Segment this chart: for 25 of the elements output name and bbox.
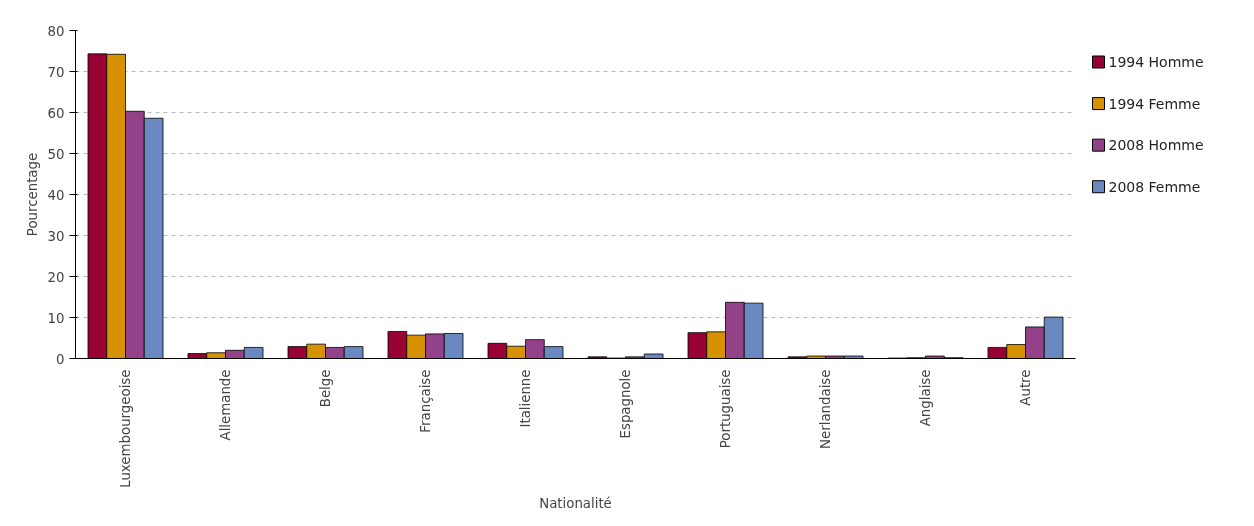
x-tick-label: Luxembourgeoise (118, 369, 133, 488)
x-tick-label: Portuguaise (718, 369, 733, 449)
x-tick-label: Belge (318, 369, 333, 408)
y-tick-label: 20 (47, 269, 65, 285)
legend-label: 2008 Homme (1108, 137, 1204, 154)
x-tick-label: Autre (1018, 369, 1033, 406)
x-tick-label: Allemande (218, 369, 233, 441)
y-tick-label: 0 (56, 351, 65, 367)
y-tick-label: 80 (47, 23, 65, 39)
y-tick-label: 70 (47, 64, 65, 80)
y-tick-label: 30 (47, 228, 65, 244)
y-axis-title: Pourcentage (24, 152, 40, 237)
x-tick-label: Nerlandaise (818, 369, 833, 449)
legend-label: 1994 Femme (1108, 95, 1201, 112)
x-tick-label: Anglaise (918, 369, 933, 427)
x-tick-label: Italienne (518, 369, 533, 428)
y-tick-label: 40 (47, 187, 65, 203)
x-axis-title: Nationalité (539, 495, 612, 511)
y-tick-label: 50 (47, 146, 65, 162)
x-tick-label: Française (418, 369, 433, 433)
legend-label: 2008 Femme (1108, 178, 1201, 195)
y-tick-label: 60 (47, 105, 65, 121)
y-tick-label: 10 (47, 310, 65, 326)
x-tick-label: Espagnole (618, 369, 633, 439)
legend-label: 1994 Homme (1108, 54, 1204, 70)
